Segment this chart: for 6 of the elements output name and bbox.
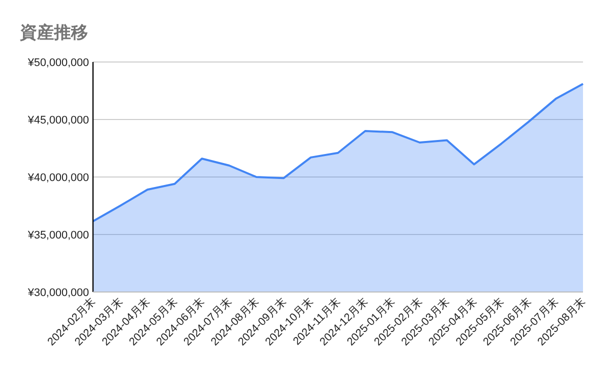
y-tick-label: ¥45,000,000	[26, 114, 89, 126]
y-tick-label: ¥35,000,000	[26, 230, 89, 242]
y-tick-label: ¥40,000,000	[26, 172, 89, 184]
y-tick-label: ¥30,000,000	[26, 287, 89, 299]
y-tick-label: ¥50,000,000	[26, 57, 89, 69]
chart-title: 資産推移	[19, 23, 88, 43]
